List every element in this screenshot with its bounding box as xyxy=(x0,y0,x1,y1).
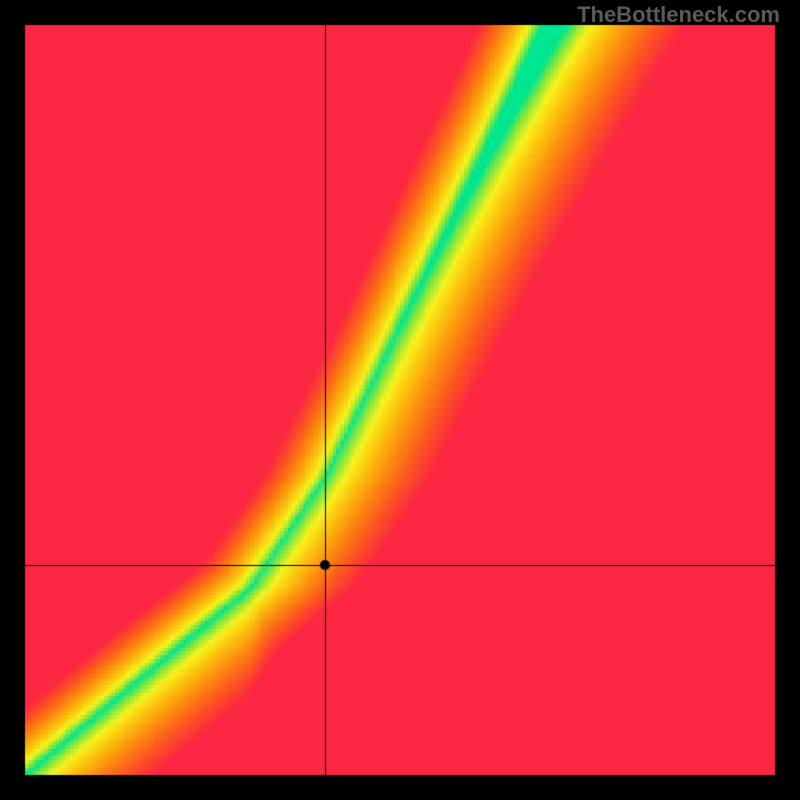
watermark-text: TheBottleneck.com xyxy=(577,2,780,28)
bottleneck-heatmap xyxy=(0,0,800,800)
chart-container: TheBottleneck.com xyxy=(0,0,800,800)
